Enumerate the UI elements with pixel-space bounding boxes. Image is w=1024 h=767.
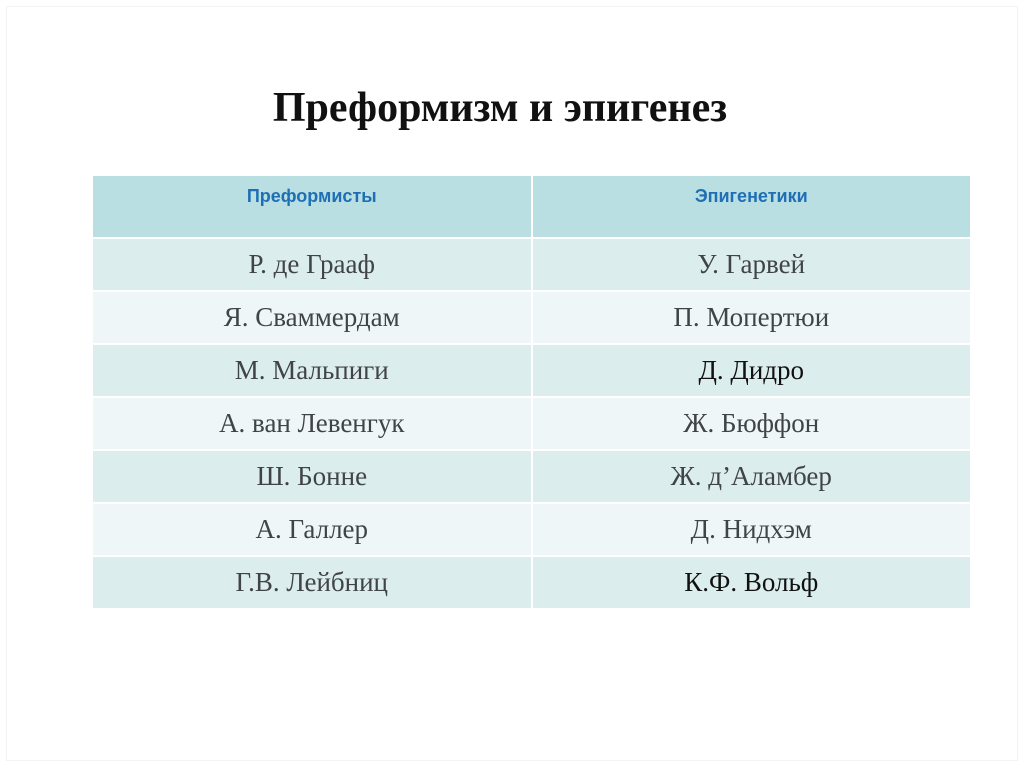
header-preformists: Преформисты	[91, 174, 533, 239]
epigeneticist-cell: У. Гарвей	[530, 237, 972, 292]
epigeneticist-cell: Д. Нидхэм	[530, 502, 972, 557]
table-row: А. Галлер Д. Нидхэм	[91, 502, 972, 557]
preformist-cell: А. ван Левенгук	[91, 396, 533, 451]
preformist-cell: Ш. Бонне	[91, 449, 533, 504]
table-row: Р. де Грааф У. Гарвей	[91, 237, 972, 292]
slide-title: Преформизм и эпигенез	[272, 85, 728, 131]
preformist-cell: Я. Сваммердам	[91, 290, 533, 345]
preformist-cell: Г.В. Лейбниц	[91, 555, 533, 610]
preformist-cell: М. Мальпиги	[91, 343, 533, 398]
epigeneticist-cell: К.Ф. Вольф	[530, 555, 972, 610]
comparison-table: Преформисты Эпигенетики Р. де Грааф У. Га…	[91, 174, 972, 610]
slide-frame	[6, 6, 1018, 761]
preformist-cell: Р. де Грааф	[91, 237, 533, 292]
epigeneticist-cell: Ж. Бюффон	[530, 396, 972, 451]
epigeneticist-cell: Д. Дидро	[530, 343, 972, 398]
table-header-row: Преформисты Эпигенетики	[91, 174, 972, 239]
table-row: Г.В. Лейбниц К.Ф. Вольф	[91, 555, 972, 610]
table-row: М. Мальпиги Д. Дидро	[91, 343, 972, 398]
epigeneticist-cell: Ж. д’Аламбер	[530, 449, 972, 504]
preformist-cell: А. Галлер	[91, 502, 533, 557]
table-row: Я. Сваммердам П. Мопертюи	[91, 290, 972, 345]
table-row: Ш. Бонне Ж. д’Аламбер	[91, 449, 972, 504]
header-epigenetics: Эпигенетики	[530, 174, 972, 239]
epigeneticist-cell: П. Мопертюи	[530, 290, 972, 345]
table-row: А. ван Левенгук Ж. Бюффон	[91, 396, 972, 451]
